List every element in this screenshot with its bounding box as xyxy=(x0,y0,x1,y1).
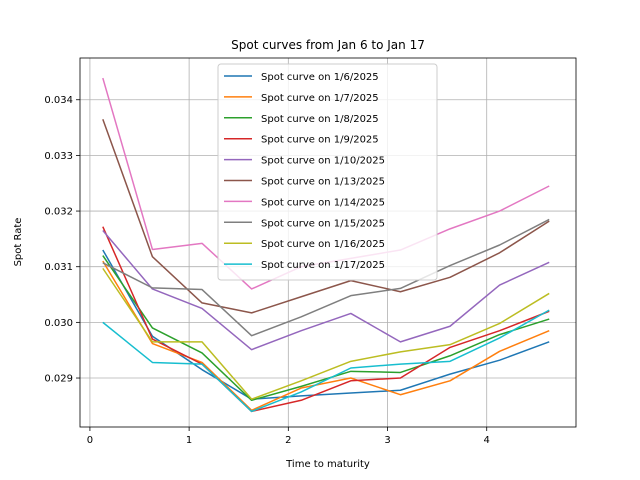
legend-box xyxy=(217,63,438,281)
series-line-2 xyxy=(102,260,550,412)
y-tick-label: 0.034 xyxy=(44,95,73,106)
plot-frame xyxy=(79,57,577,428)
series-line-10 xyxy=(102,309,550,413)
x-tick-label: 2 xyxy=(285,435,291,446)
x-axis-label: Time to maturity xyxy=(285,459,370,470)
series-line-4 xyxy=(102,226,550,413)
legend-label-5: Spot curve on 1/10/2025 xyxy=(261,156,385,167)
series-group xyxy=(102,77,550,413)
legend-label-7: Spot curve on 1/14/2025 xyxy=(261,197,385,208)
x-tick-label: 0 xyxy=(87,435,93,446)
ticks: 0 1 2 3 4 0.029 0.030 0.031 0.032 0.033 0.034 xyxy=(44,95,490,446)
legend-label-10: Spot curve on 1/17/2025 xyxy=(261,260,385,271)
y-tick-label: 0.033 xyxy=(44,151,73,162)
legend-label-1: Spot curve on 1/6/2025 xyxy=(261,72,379,83)
legend-label-2: Spot curve on 1/7/2025 xyxy=(261,93,379,104)
series-line-5 xyxy=(102,230,550,351)
y-axis-label: Spot Rate xyxy=(13,218,24,267)
series-line-3 xyxy=(102,255,550,402)
x-tick-label: 4 xyxy=(484,435,490,446)
x-tick-label: 3 xyxy=(384,435,390,446)
y-tick-label: 0.032 xyxy=(44,207,73,218)
legend-label-6: Spot curve on 1/13/2025 xyxy=(261,177,385,188)
legend-label-3: Spot curve on 1/8/2025 xyxy=(261,114,379,125)
series-line-8 xyxy=(102,218,550,337)
series-line-6 xyxy=(102,118,550,314)
x-tick-label: 1 xyxy=(186,435,192,446)
chart-title: Spot curves from Jan 6 to Jan 17 xyxy=(231,38,425,52)
y-tick-label: 0.030 xyxy=(44,318,73,329)
legend-label-9: Spot curve on 1/16/2025 xyxy=(261,239,385,250)
series-line-9 xyxy=(102,267,550,400)
legend: Spot curve on 1/6/2025 Spot curve on 1/7/… xyxy=(217,63,438,281)
legend-label-8: Spot curve on 1/15/2025 xyxy=(261,218,385,229)
legend-label-4: Spot curve on 1/9/2025 xyxy=(261,135,379,146)
y-tick-label: 0.031 xyxy=(44,262,73,273)
y-tick-label: 0.029 xyxy=(44,374,73,385)
